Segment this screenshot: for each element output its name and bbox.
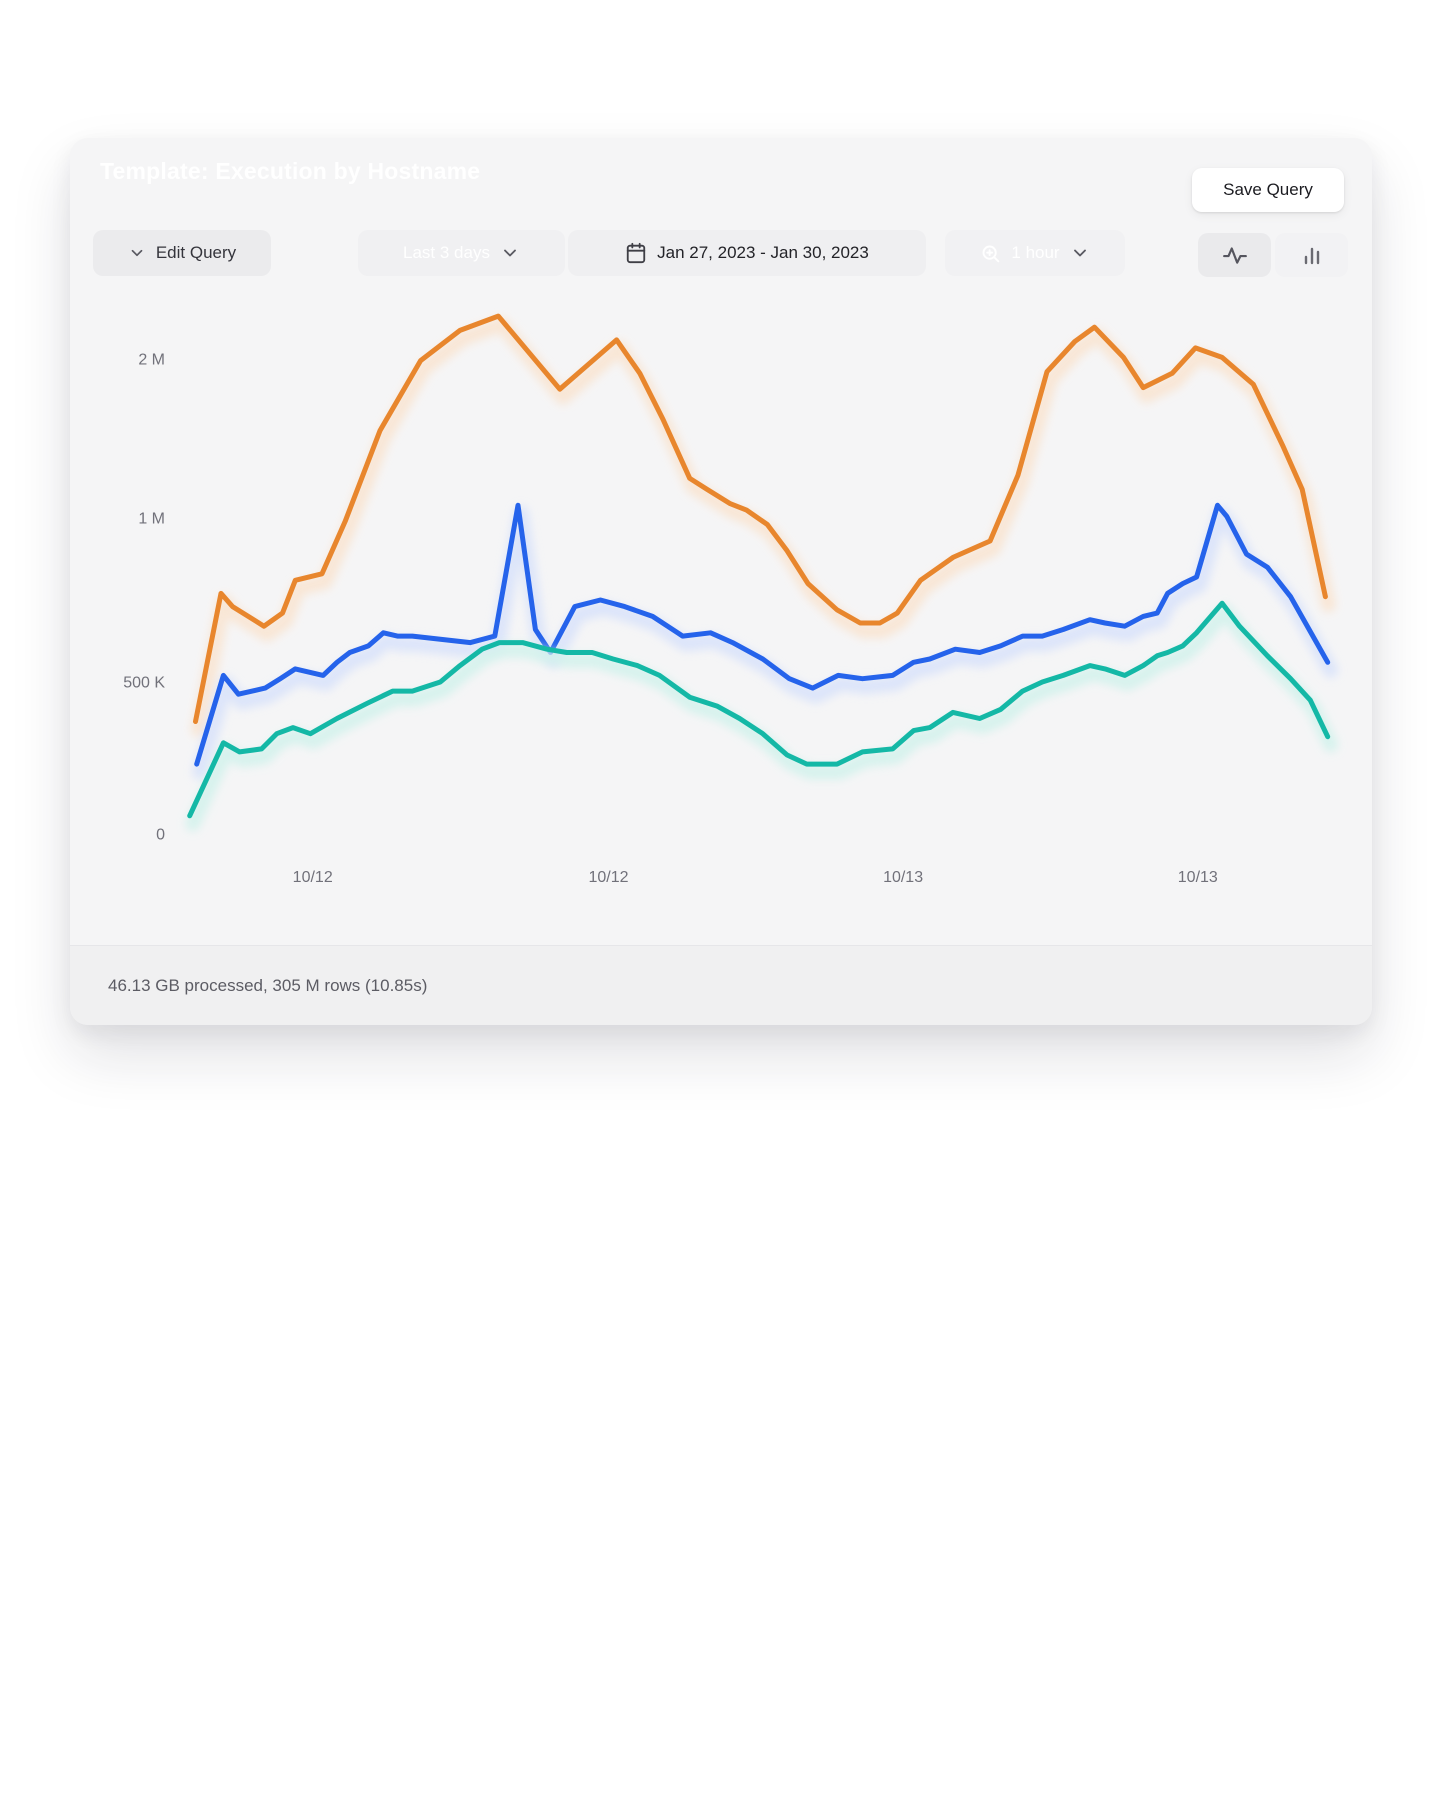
chart-mode-toggle <box>1198 233 1348 277</box>
line-chart[interactable]: 0 500 K 1 M 2 M 10/12 10/12 10/13 10/13 <box>70 138 1372 1025</box>
time-range-label: Last 3 days <box>403 243 490 262</box>
query-stats-bar: 46.13 GB processed, 305 M rows (10.85s) <box>70 945 1372 1025</box>
x-tick-label: 10/13 <box>1178 869 1218 886</box>
y-tick-label: 500 K <box>123 675 165 692</box>
query-stats: 46.13 GB processed, 305 M rows (10.85s) <box>108 975 428 995</box>
chevron-down-icon <box>500 243 520 263</box>
series-teal <box>187 600 1331 819</box>
activity-icon <box>1222 242 1248 268</box>
y-tick-label: 2 M <box>138 352 165 369</box>
series-blue <box>194 502 1331 767</box>
edit-query-button[interactable]: Edit Query <box>93 230 271 276</box>
query-result-card: Template: Execution by Hostname Save Que… <box>70 138 1372 1025</box>
series-blue-glow <box>192 505 1339 780</box>
bar-chart-toggle[interactable] <box>1275 233 1348 277</box>
zoom-in-icon <box>980 243 1001 264</box>
x-tick-label: 10/12 <box>293 869 333 886</box>
edit-query-label: Edit Query <box>155 243 237 262</box>
page-title: Template: Execution by Hostname <box>100 158 481 184</box>
series-teal-glow <box>185 603 1339 832</box>
date-range-label: Jan 27, 2023 - Jan 30, 2023 <box>657 243 869 262</box>
x-tick-label: 10/13 <box>883 869 923 886</box>
interval-label: 1 hour <box>1011 243 1060 262</box>
series-orange <box>193 313 1328 724</box>
interval-select[interactable]: 1 hour <box>945 230 1125 276</box>
y-tick-label: 1 M <box>138 511 165 528</box>
line-chart-toggle[interactable] <box>1198 233 1271 277</box>
save-query-button[interactable]: Save Query <box>1192 168 1344 212</box>
chevron-down-icon <box>1070 243 1090 263</box>
y-tick-label: 0 <box>156 827 165 844</box>
date-range-picker[interactable]: Jan 27, 2023 - Jan 30, 2023 <box>568 230 926 276</box>
bar-chart-icon <box>1300 243 1324 267</box>
calendar-icon <box>625 242 647 264</box>
x-tick-label: 10/12 <box>588 869 628 886</box>
chevron-down-icon <box>128 244 146 262</box>
time-range-select[interactable]: Last 3 days <box>358 230 565 276</box>
